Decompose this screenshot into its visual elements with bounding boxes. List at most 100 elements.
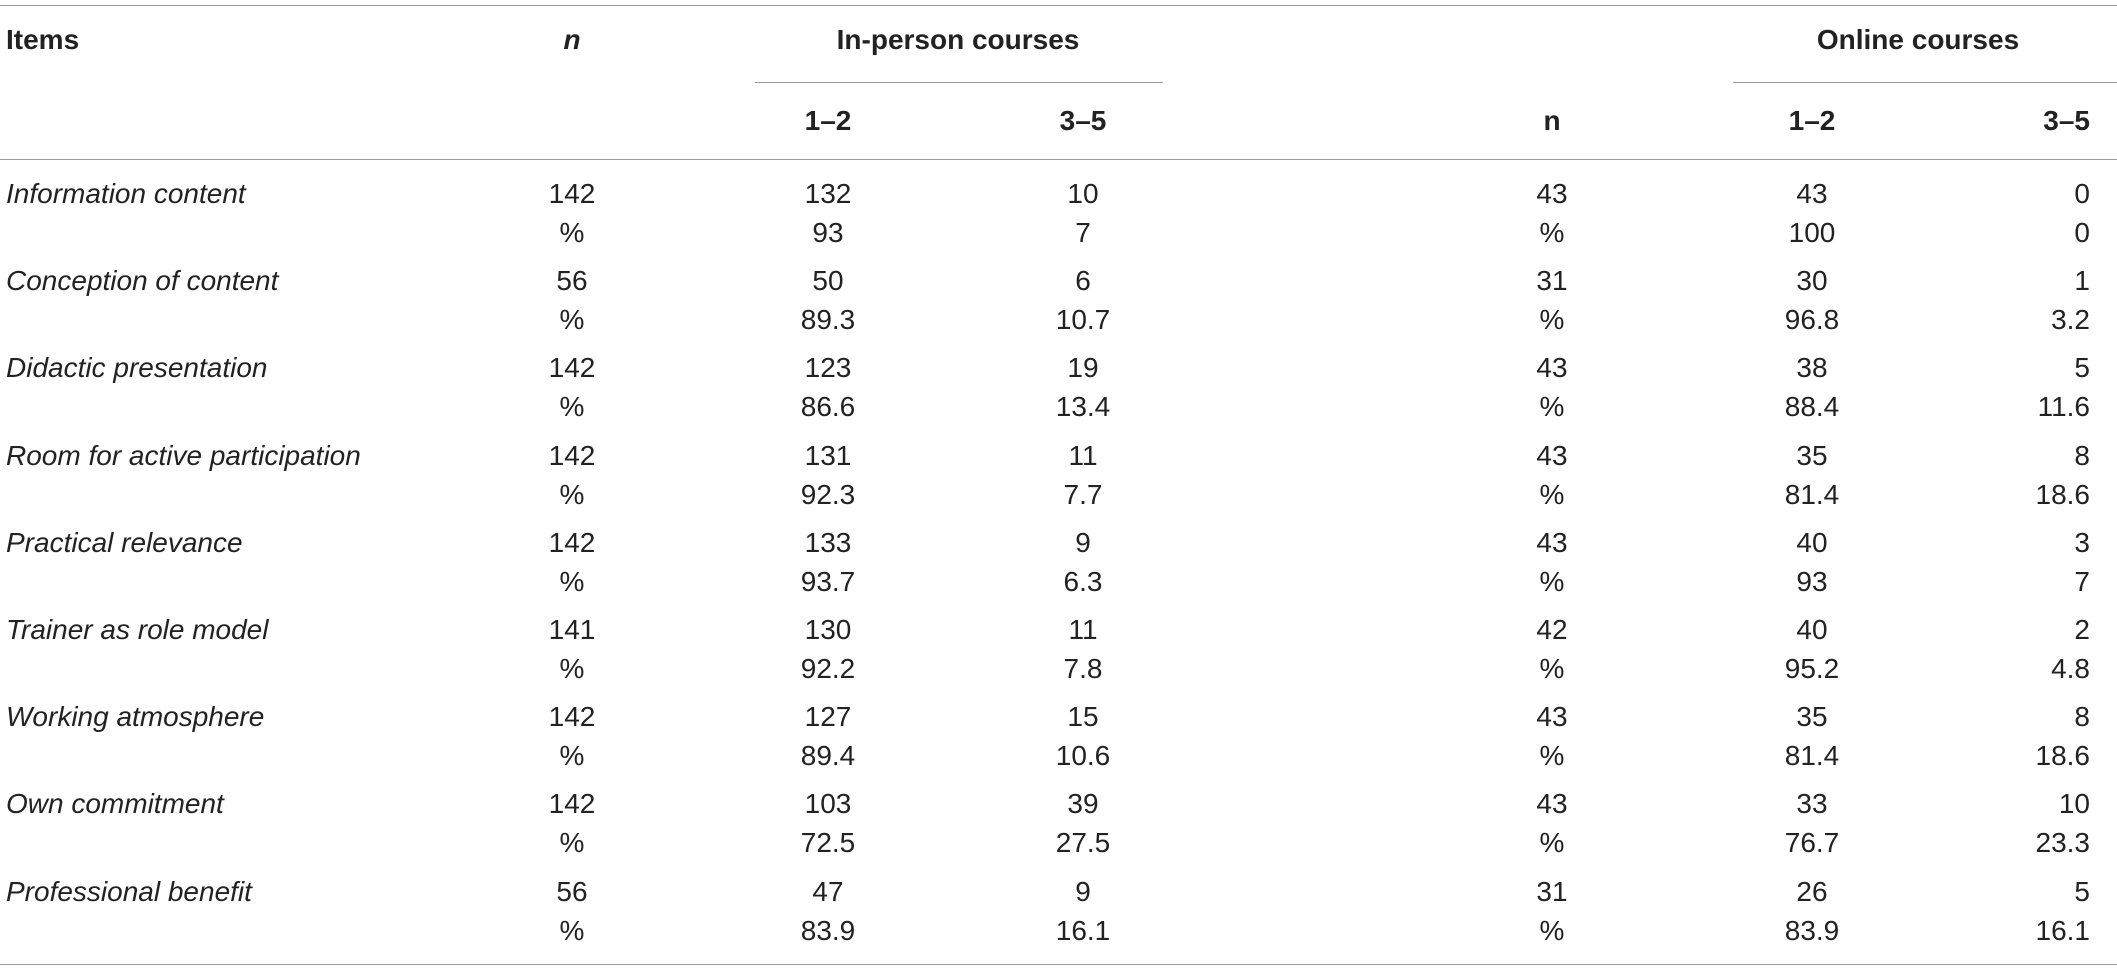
- online-n: 31: [1536, 876, 1568, 907]
- inperson-high-value: 11: [1068, 440, 1098, 471]
- online-low-value: 35: [1796, 701, 1828, 732]
- online-high-value: 5: [2074, 352, 2090, 383]
- inperson-low-percent: 72.5: [800, 827, 856, 858]
- inperson-low-percent: 93.7: [800, 566, 856, 597]
- percent-label: %: [1539, 391, 1565, 422]
- inperson-n: 142: [548, 440, 596, 471]
- online-high-percent: 16.1: [2035, 915, 2091, 946]
- inperson-high-percent: 6.3: [1063, 566, 1103, 597]
- inperson-high-value: 15: [1067, 701, 1099, 732]
- online-n: 43: [1536, 788, 1568, 819]
- online-low-value: 43: [1796, 178, 1828, 209]
- online-low-percent: 88.4: [1784, 391, 1840, 422]
- item-label: Didactic presentation: [6, 352, 268, 383]
- percent-label: %: [559, 391, 585, 422]
- online-low-percent: 81.4: [1784, 479, 1840, 510]
- percent-label: %: [1539, 217, 1565, 248]
- inperson-low-value: 50: [812, 265, 844, 296]
- inperson-low-value: 132: [804, 178, 852, 209]
- inperson-low-percent: 89.3: [800, 304, 856, 335]
- inperson-low-value: 130: [804, 614, 852, 645]
- inperson-low-value: 127: [804, 701, 852, 732]
- inperson-low-percent: 92.2: [800, 653, 856, 684]
- percent-label: %: [559, 915, 585, 946]
- online-high-value: 10: [2058, 788, 2090, 819]
- inperson-high-value: 19: [1067, 352, 1099, 383]
- percent-label: %: [1539, 915, 1565, 946]
- percent-label: %: [559, 653, 585, 684]
- inperson-high-percent: 7: [1075, 217, 1091, 248]
- online-low-percent: 93: [1796, 566, 1828, 597]
- online-low-percent: 81.4: [1784, 740, 1840, 771]
- online-low-percent: 100: [1788, 217, 1836, 248]
- header-online-low: 1–2: [1788, 105, 1836, 136]
- online-high-percent: 18.6: [2035, 740, 2091, 771]
- inperson-n: 142: [548, 178, 596, 209]
- inperson-low-percent: 92.3: [800, 479, 856, 510]
- header-rule: [0, 159, 2117, 160]
- online-low-percent: 95.2: [1784, 653, 1840, 684]
- header-items: Items: [6, 24, 80, 55]
- online-high-percent: 7: [2074, 566, 2090, 597]
- online-high-percent: 18.6: [2035, 479, 2091, 510]
- online-low-percent: 76.7: [1784, 827, 1840, 858]
- inperson-low-value: 131: [804, 440, 852, 471]
- top-rule: [0, 5, 2117, 6]
- percent-label: %: [559, 217, 585, 248]
- inperson-n: 142: [548, 352, 596, 383]
- online-high-value: 8: [2074, 440, 2090, 471]
- item-label: Conception of content: [6, 265, 279, 296]
- inperson-high-percent: 7.8: [1063, 653, 1103, 684]
- percent-label: %: [559, 479, 585, 510]
- percent-label: %: [1539, 566, 1565, 597]
- inperson-low-value: 123: [804, 352, 852, 383]
- bottom-rule: [0, 964, 2117, 965]
- online-n: 43: [1536, 527, 1568, 558]
- header-inperson-group: In-person courses: [836, 24, 1080, 55]
- inperson-high-percent: 13.4: [1055, 391, 1111, 422]
- percent-label: %: [559, 827, 585, 858]
- online-high-value: 8: [2074, 701, 2090, 732]
- inperson-n: 141: [548, 614, 596, 645]
- inperson-low-percent: 86.6: [800, 391, 856, 422]
- item-label: Working atmosphere: [6, 701, 265, 732]
- inperson-high-percent: 16.1: [1055, 915, 1111, 946]
- header-n-inperson: n: [563, 24, 581, 55]
- item-label: Room for active participation: [6, 440, 361, 471]
- header-online-group: Online courses: [1816, 24, 2020, 55]
- inperson-low-percent: 93: [812, 217, 844, 248]
- item-label: Professional benefit: [6, 876, 252, 907]
- online-low-value: 35: [1796, 440, 1828, 471]
- item-label: Practical relevance: [6, 527, 243, 558]
- inperson-n: 142: [548, 788, 596, 819]
- online-high-value: 2: [2074, 614, 2090, 645]
- inperson-n: 142: [548, 701, 596, 732]
- item-label: Trainer as role model: [6, 614, 269, 645]
- online-n: 43: [1536, 178, 1568, 209]
- online-n: 43: [1536, 352, 1568, 383]
- header-inperson-high: 3–5: [1059, 105, 1107, 136]
- online-high-value: 5: [2074, 876, 2090, 907]
- online-high-value: 1: [2074, 265, 2090, 296]
- inperson-high-value: 39: [1067, 788, 1099, 819]
- inperson-high-value: 10: [1067, 178, 1099, 209]
- online-high-percent: 4.8: [2051, 653, 2090, 684]
- header-n-online: n: [1543, 105, 1561, 136]
- online-n: 43: [1536, 701, 1568, 732]
- inperson-n: 56: [556, 876, 588, 907]
- online-low-value: 26: [1796, 876, 1828, 907]
- percent-label: %: [1539, 304, 1565, 335]
- inperson-high-value: 9: [1075, 527, 1091, 558]
- percent-label: %: [559, 740, 585, 771]
- online-high-percent: 0: [2074, 217, 2090, 248]
- header-online-high: 3–5: [2043, 105, 2090, 136]
- inperson-low-value: 133: [804, 527, 852, 558]
- inperson-high-percent: 27.5: [1055, 827, 1111, 858]
- percent-label: %: [559, 304, 585, 335]
- inperson-high-percent: 10.7: [1055, 304, 1111, 335]
- item-label: Own commitment: [6, 788, 224, 819]
- inperson-low-value: 47: [812, 876, 844, 907]
- online-high-value: 3: [2074, 527, 2090, 558]
- percent-label: %: [1539, 479, 1565, 510]
